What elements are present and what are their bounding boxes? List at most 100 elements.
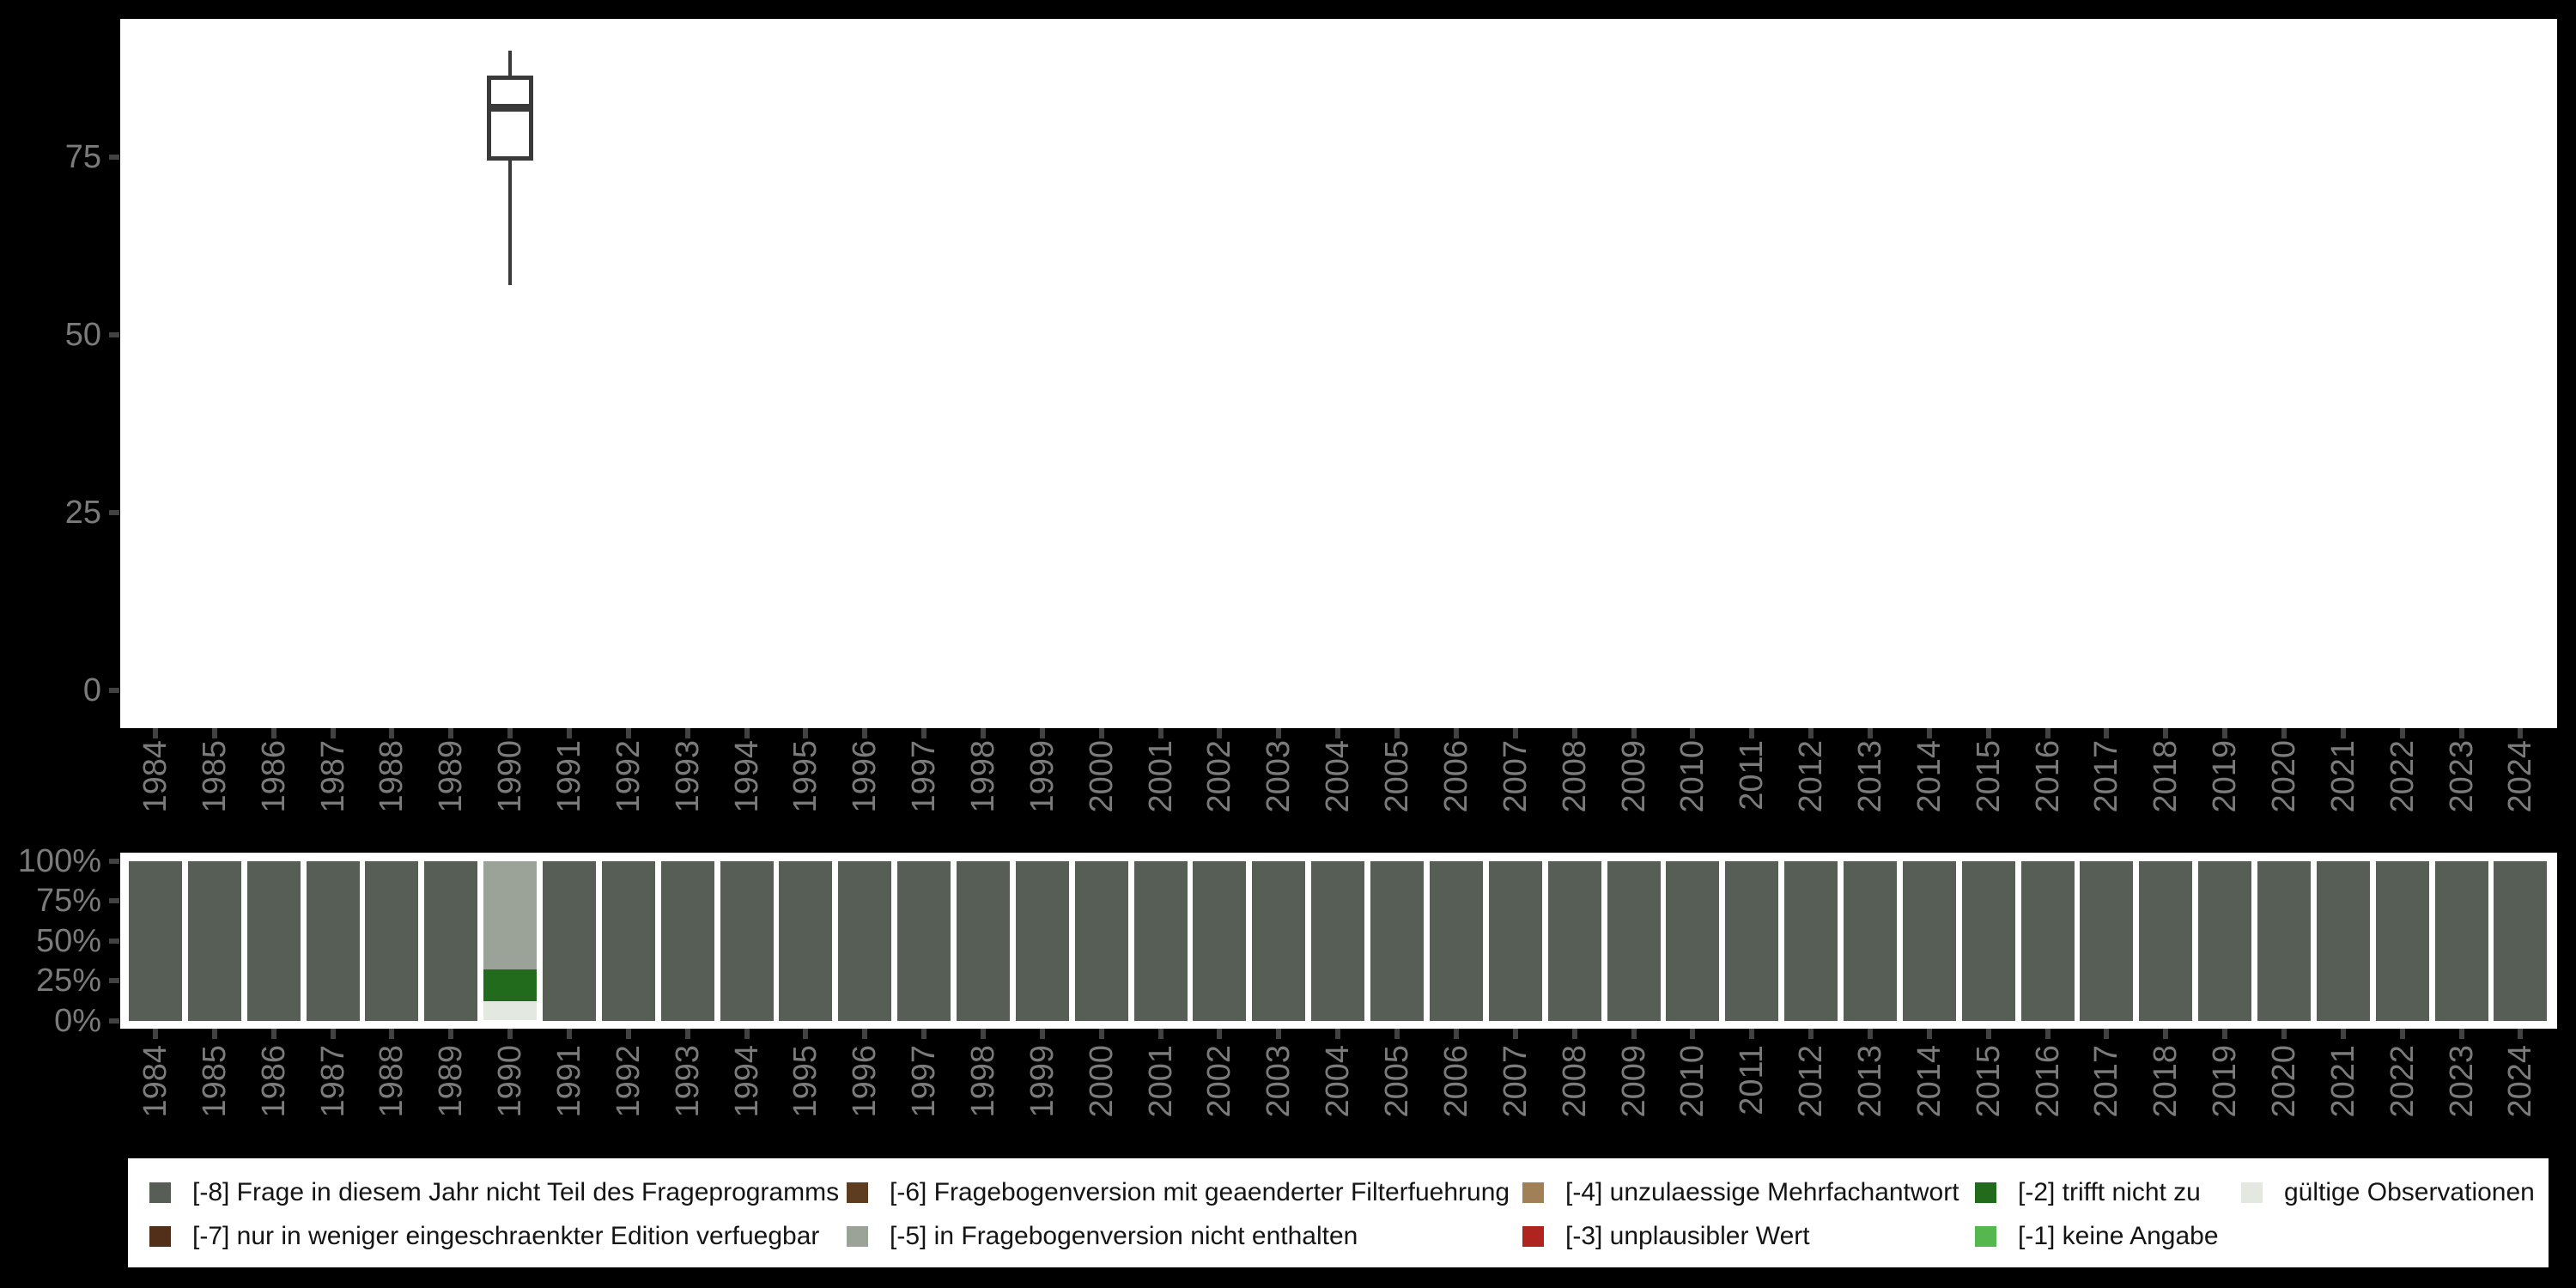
x-axis-year-label: 2015 — [1970, 740, 2007, 813]
legend-label--2: [-2] trifft nicht zu — [2018, 1178, 2201, 1206]
bar-segment--8 — [1133, 861, 1188, 1021]
bar-segment--8 — [2434, 861, 2488, 1021]
x-axis-tick — [2044, 1029, 2050, 1039]
x-axis-year-label: 2024 — [2502, 740, 2539, 813]
x-axis-year-label: 2012 — [1793, 740, 1830, 813]
x-axis-year-label: 1991 — [551, 1045, 588, 1118]
x-axis-tick — [1867, 728, 1873, 738]
x-axis-year-label: 1990 — [492, 740, 529, 813]
y-axis-label: 25 — [64, 495, 101, 531]
y-axis-percent-label: 75% — [35, 883, 101, 920]
x-axis-year-label: 1991 — [551, 740, 588, 813]
x-axis-year-label: 1995 — [787, 740, 824, 813]
x-axis-year-label: 2023 — [2443, 1045, 2480, 1118]
x-axis-tick — [981, 728, 987, 738]
x-axis-year-label: 2019 — [2207, 1045, 2244, 1118]
x-axis-year-label: 2009 — [1615, 740, 1652, 813]
x-axis-year-label: 2023 — [2443, 740, 2480, 813]
x-axis-tick — [389, 1029, 395, 1039]
bar-segment--8 — [2375, 861, 2429, 1021]
x-axis-year-label: 2007 — [1497, 740, 1534, 813]
y-axis-tick — [109, 688, 119, 693]
x-axis-year-label: 1994 — [728, 1045, 765, 1118]
x-axis-tick — [1926, 1029, 1932, 1039]
legend-label--6: [-6] Fragebogenversion mit geaenderter F… — [890, 1178, 1510, 1206]
x-axis-tick — [744, 1029, 750, 1039]
x-axis-tick — [270, 1029, 276, 1039]
x-axis-tick — [1217, 728, 1223, 738]
x-axis-tick — [211, 1029, 217, 1039]
legend-label--4: [-4] unzulaessige Mehrfachantwort — [1565, 1178, 1959, 1206]
x-axis-tick — [744, 728, 750, 738]
x-axis-year-label: 2013 — [1851, 740, 1888, 813]
legend-label--7: [-7] nur in weniger eingeschraenkter Edi… — [192, 1222, 820, 1250]
boxplot-panel — [120, 19, 2557, 728]
x-axis-year-label: 1988 — [374, 1045, 410, 1118]
x-axis-tick — [684, 1029, 690, 1039]
y-axis-percent-label: 25% — [35, 963, 101, 999]
bar-segment--8 — [187, 861, 241, 1021]
x-axis-year-label: 2003 — [1261, 740, 1297, 813]
x-axis-tick — [1926, 728, 1932, 738]
y-axis-tick — [109, 859, 119, 864]
bar-segment--8 — [601, 861, 655, 1021]
x-axis-year-label: 1998 — [965, 1045, 1002, 1118]
x-axis-year-label: 2010 — [1674, 740, 1711, 813]
legend-swatch--1 — [1975, 1226, 1996, 1247]
x-axis-year-label: 2006 — [1437, 1045, 1474, 1118]
x-axis-year-label: 2008 — [1556, 1045, 1593, 1118]
x-axis-year-label: 1998 — [965, 740, 1002, 813]
y-axis-tick — [109, 155, 119, 160]
x-axis-year-label: 1999 — [1024, 1045, 1060, 1118]
bar-segment--8 — [897, 861, 951, 1021]
x-axis-year-label: 2021 — [2324, 1045, 2361, 1118]
bar-segment--8 — [957, 861, 1011, 1021]
bar-segment--8 — [779, 861, 833, 1021]
bar-segment-valid — [483, 1001, 538, 1021]
x-axis-tick — [2518, 1029, 2524, 1039]
x-axis-year-label: 2008 — [1556, 740, 1593, 813]
x-axis-tick — [2458, 1029, 2464, 1039]
x-axis-tick — [1098, 728, 1104, 738]
x-axis-tick — [1808, 728, 1814, 738]
x-axis-year-label: 1986 — [255, 740, 292, 813]
bar-segment--8 — [1843, 861, 1897, 1021]
legend-label-valid: gültige Observationen — [2284, 1178, 2535, 1206]
x-axis-year-label: 1987 — [314, 1045, 351, 1118]
x-axis-tick — [2222, 728, 2228, 738]
boxplot-upper-whisker — [508, 50, 513, 76]
x-axis-tick — [1276, 1029, 1282, 1039]
legend-label--8: [-8] Frage in diesem Jahr nicht Teil des… — [192, 1178, 840, 1206]
bar-segment--8 — [660, 861, 714, 1021]
y-axis-tick — [109, 332, 119, 337]
x-axis-tick — [981, 1029, 987, 1039]
bar-segment--8 — [306, 861, 360, 1021]
legend-label--1: [-1] keine Angabe — [2018, 1222, 2219, 1250]
x-axis-tick — [1985, 1029, 1991, 1039]
x-axis-year-label: 2017 — [2088, 1045, 2125, 1118]
bar-segment--8 — [1015, 861, 1069, 1021]
x-axis-tick — [2518, 728, 2524, 738]
x-axis-year-label: 2021 — [2324, 740, 2361, 813]
x-axis-tick — [1749, 728, 1755, 738]
x-axis-tick — [921, 1029, 927, 1039]
bar-segment--8 — [2494, 861, 2548, 1021]
x-axis-year-label: 2020 — [2265, 740, 2302, 813]
x-axis-year-label: 1995 — [787, 1045, 824, 1118]
x-axis-year-label: 1994 — [728, 740, 765, 813]
bar-segment--8 — [424, 861, 478, 1021]
bar-segment--8 — [1311, 861, 1365, 1021]
boxplot-box — [487, 75, 534, 161]
x-axis-tick — [2104, 1029, 2110, 1039]
x-axis-tick — [1690, 728, 1696, 738]
x-axis-tick — [803, 1029, 809, 1039]
y-axis-tick — [109, 510, 119, 515]
bar-segment--8 — [2139, 861, 2193, 1021]
x-axis-year-label: 1988 — [374, 740, 410, 813]
x-axis-year-label: 2011 — [1734, 1045, 1771, 1115]
bar-segment--8 — [1607, 861, 1661, 1021]
bar-segment--8 — [543, 861, 597, 1021]
legend-panel — [128, 1158, 2549, 1267]
x-axis-year-label: 1997 — [906, 740, 943, 813]
x-axis-year-label: 1992 — [610, 1045, 647, 1118]
